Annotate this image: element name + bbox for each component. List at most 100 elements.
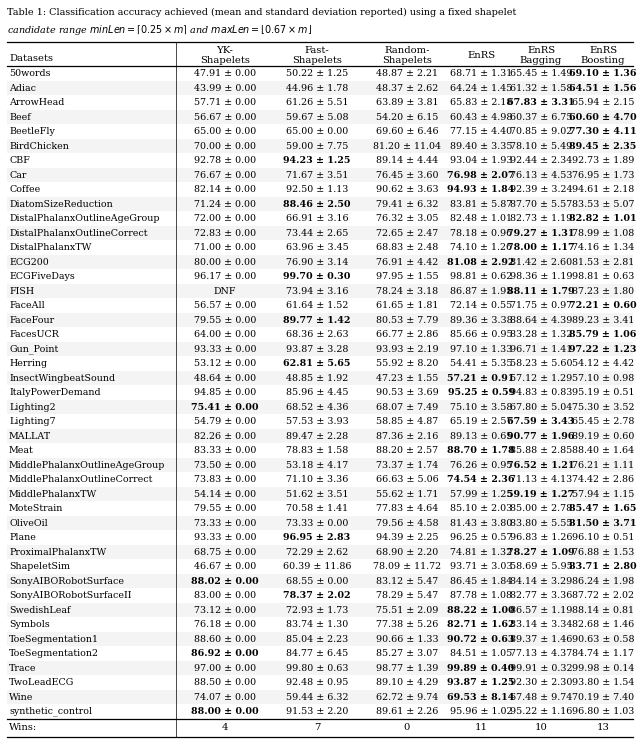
Text: 69.53 ± 8.14: 69.53 ± 8.14 (447, 693, 515, 702)
Text: 96.25 ± 0.57: 96.25 ± 0.57 (450, 533, 512, 542)
Text: 0: 0 (404, 724, 410, 733)
Text: 79.41 ± 6.32: 79.41 ± 6.32 (376, 200, 438, 209)
Text: 94.61 ± 2.18: 94.61 ± 2.18 (572, 185, 634, 194)
Bar (7, 167, 633, 182)
Text: 95.19 ± 0.51: 95.19 ± 0.51 (572, 388, 634, 397)
Text: 94.39 ± 2.25: 94.39 ± 2.25 (376, 533, 438, 542)
Text: 54.79 ± 0.00: 54.79 ± 0.00 (194, 417, 256, 426)
Text: 66.63 ± 5.06: 66.63 ± 5.06 (376, 475, 438, 484)
Text: 89.23 ± 3.41: 89.23 ± 3.41 (572, 315, 634, 325)
Text: 74.54 ± 2.36: 74.54 ± 2.36 (447, 475, 515, 484)
Bar (7, 486, 633, 501)
Bar (7, 516, 633, 530)
Text: 93.80 ± 1.54: 93.80 ± 1.54 (572, 678, 634, 687)
Text: 61.65 ± 1.81: 61.65 ± 1.81 (376, 301, 438, 310)
Text: 96.95 ± 2.83: 96.95 ± 2.83 (284, 533, 351, 542)
Text: 99.70 ± 0.30: 99.70 ± 0.30 (284, 272, 351, 281)
Text: 97.10 ± 1.33: 97.10 ± 1.33 (450, 345, 512, 354)
Text: 53.12 ± 0.00: 53.12 ± 0.00 (194, 359, 256, 368)
Text: 79.27 ± 1.31: 79.27 ± 1.31 (508, 229, 575, 238)
Text: 67.83 ± 3.31: 67.83 ± 3.31 (507, 98, 575, 107)
Text: 78.29 ± 5.47: 78.29 ± 5.47 (376, 591, 438, 600)
Text: 92.30 ± 2.30: 92.30 ± 2.30 (510, 678, 572, 687)
Text: 92.39 ± 3.24: 92.39 ± 3.24 (509, 185, 572, 194)
Text: ToeSegmentation2: ToeSegmentation2 (9, 649, 99, 658)
Text: 76.21 ± 1.11: 76.21 ± 1.11 (572, 460, 634, 470)
Text: 66.77 ± 2.86: 66.77 ± 2.86 (376, 330, 438, 339)
Text: 89.45 ± 2.35: 89.45 ± 2.35 (570, 141, 637, 150)
Bar (7, 255, 633, 269)
Text: 76.67 ± 0.00: 76.67 ± 0.00 (194, 170, 256, 180)
Text: 77.83 ± 4.64: 77.83 ± 4.64 (376, 504, 438, 513)
Text: 88.11 ± 1.79: 88.11 ± 1.79 (508, 286, 575, 295)
Text: 88.20 ± 2.57: 88.20 ± 2.57 (376, 446, 438, 455)
Text: 44.96 ± 1.78: 44.96 ± 1.78 (286, 84, 348, 92)
Text: 93.33 ± 0.00: 93.33 ± 0.00 (194, 533, 256, 542)
Bar (7, 110, 633, 124)
Text: 88.14 ± 0.81: 88.14 ± 0.81 (572, 605, 634, 614)
Text: 72.83 ± 0.00: 72.83 ± 0.00 (194, 229, 256, 238)
Bar (7, 574, 633, 588)
Text: 78.00 ± 1.17: 78.00 ± 1.17 (507, 243, 575, 252)
Text: 13: 13 (596, 724, 609, 733)
Text: 73.83 ± 0.00: 73.83 ± 0.00 (194, 475, 256, 484)
Text: 72.14 ± 0.55: 72.14 ± 0.55 (450, 301, 512, 310)
Text: 94.23 ± 1.25: 94.23 ± 1.25 (284, 156, 351, 165)
Text: 83.33 ± 0.00: 83.33 ± 0.00 (194, 446, 256, 455)
Text: 81.50 ± 3.71: 81.50 ± 3.71 (569, 519, 637, 528)
Text: 96.17 ± 0.00: 96.17 ± 0.00 (194, 272, 256, 281)
Text: CBF: CBF (9, 156, 30, 165)
Bar (7, 690, 633, 704)
Text: 76.91 ± 4.42: 76.91 ± 4.42 (376, 258, 438, 266)
Text: 87.70 ± 5.57: 87.70 ± 5.57 (510, 200, 572, 209)
Text: 65.94 ± 2.15: 65.94 ± 2.15 (572, 98, 634, 107)
Text: 78.18 ± 0.96: 78.18 ± 0.96 (450, 229, 512, 238)
Text: 59.19 ± 1.27: 59.19 ± 1.27 (508, 490, 575, 499)
Text: 53.18 ± 4.17: 53.18 ± 4.17 (286, 460, 348, 470)
Bar (7, 312, 633, 327)
Text: 68.90 ± 2.20: 68.90 ± 2.20 (376, 548, 438, 556)
Text: 71.67 ± 3.51: 71.67 ± 3.51 (286, 170, 348, 180)
Text: EnRS: EnRS (527, 46, 555, 55)
Text: Bagging: Bagging (520, 56, 562, 65)
Text: 46.67 ± 0.00: 46.67 ± 0.00 (194, 562, 256, 571)
Text: 76.13 ± 4.53: 76.13 ± 4.53 (509, 170, 572, 180)
Text: 78.27 ± 1.09: 78.27 ± 1.09 (508, 548, 575, 556)
Text: 57.94 ± 1.15: 57.94 ± 1.15 (572, 490, 634, 499)
Text: Lighting2: Lighting2 (9, 403, 56, 411)
Text: 75.51 ± 2.09: 75.51 ± 2.09 (376, 605, 438, 614)
Text: 78.09 ± 11.72: 78.09 ± 11.72 (373, 562, 441, 571)
Text: synthetic_control: synthetic_control (9, 707, 92, 716)
Text: Shapelets: Shapelets (200, 56, 250, 65)
Text: 54.20 ± 6.15: 54.20 ± 6.15 (376, 112, 438, 121)
Bar (7, 457, 633, 472)
Text: 70.85 ± 9.02: 70.85 ± 9.02 (510, 127, 572, 136)
Text: candidate range $minLen = \lceil 0.25 \times m \rceil$ and $maxLen = \lfloor 0.6: candidate range $minLen = \lceil 0.25 \t… (7, 23, 312, 37)
Text: 94.85 ± 0.00: 94.85 ± 0.00 (194, 388, 256, 397)
Text: DistalPhalanxOutlineAgeGroup: DistalPhalanxOutlineAgeGroup (9, 214, 159, 223)
Text: 68.83 ± 2.48: 68.83 ± 2.48 (376, 243, 438, 252)
Text: MALLAT: MALLAT (9, 431, 51, 440)
Text: 72.65 ± 2.47: 72.65 ± 2.47 (376, 229, 438, 238)
Text: MiddlePhalanxOutlineCorrect: MiddlePhalanxOutlineCorrect (9, 475, 154, 484)
Text: DistalPhalanxOutlineCorrect: DistalPhalanxOutlineCorrect (9, 229, 147, 238)
Text: 65.45 ± 2.78: 65.45 ± 2.78 (572, 417, 634, 426)
Text: 89.10 ± 4.29: 89.10 ± 4.29 (376, 678, 438, 687)
Text: 48.87 ± 2.21: 48.87 ± 2.21 (376, 69, 438, 78)
Text: FaceAll: FaceAll (9, 301, 45, 310)
Text: 97.00 ± 0.00: 97.00 ± 0.00 (194, 664, 256, 673)
Text: MiddlePhalanxOutlineAgeGroup: MiddlePhalanxOutlineAgeGroup (9, 460, 165, 470)
Text: Lighting7: Lighting7 (9, 417, 56, 426)
Text: 58.69 ± 5.95: 58.69 ± 5.95 (509, 562, 572, 571)
Text: SonyAIBORobotSurface: SonyAIBORobotSurface (9, 576, 124, 585)
Text: 89.19 ± 0.60: 89.19 ± 0.60 (572, 431, 634, 440)
Text: 85.00 ± 2.78: 85.00 ± 2.78 (510, 504, 572, 513)
Text: EnRS: EnRS (589, 46, 617, 55)
Text: 95.22 ± 1.16: 95.22 ± 1.16 (510, 707, 572, 716)
Text: 61.32 ± 1.58: 61.32 ± 1.58 (510, 84, 572, 92)
Text: 54.12 ± 4.42: 54.12 ± 4.42 (572, 359, 634, 368)
Text: 86.24 ± 1.98: 86.24 ± 1.98 (572, 576, 634, 585)
Text: FaceFour: FaceFour (9, 315, 54, 325)
Text: TwoLeadECG: TwoLeadECG (9, 678, 74, 687)
Text: 94.83 ± 0.83: 94.83 ± 0.83 (510, 388, 572, 397)
